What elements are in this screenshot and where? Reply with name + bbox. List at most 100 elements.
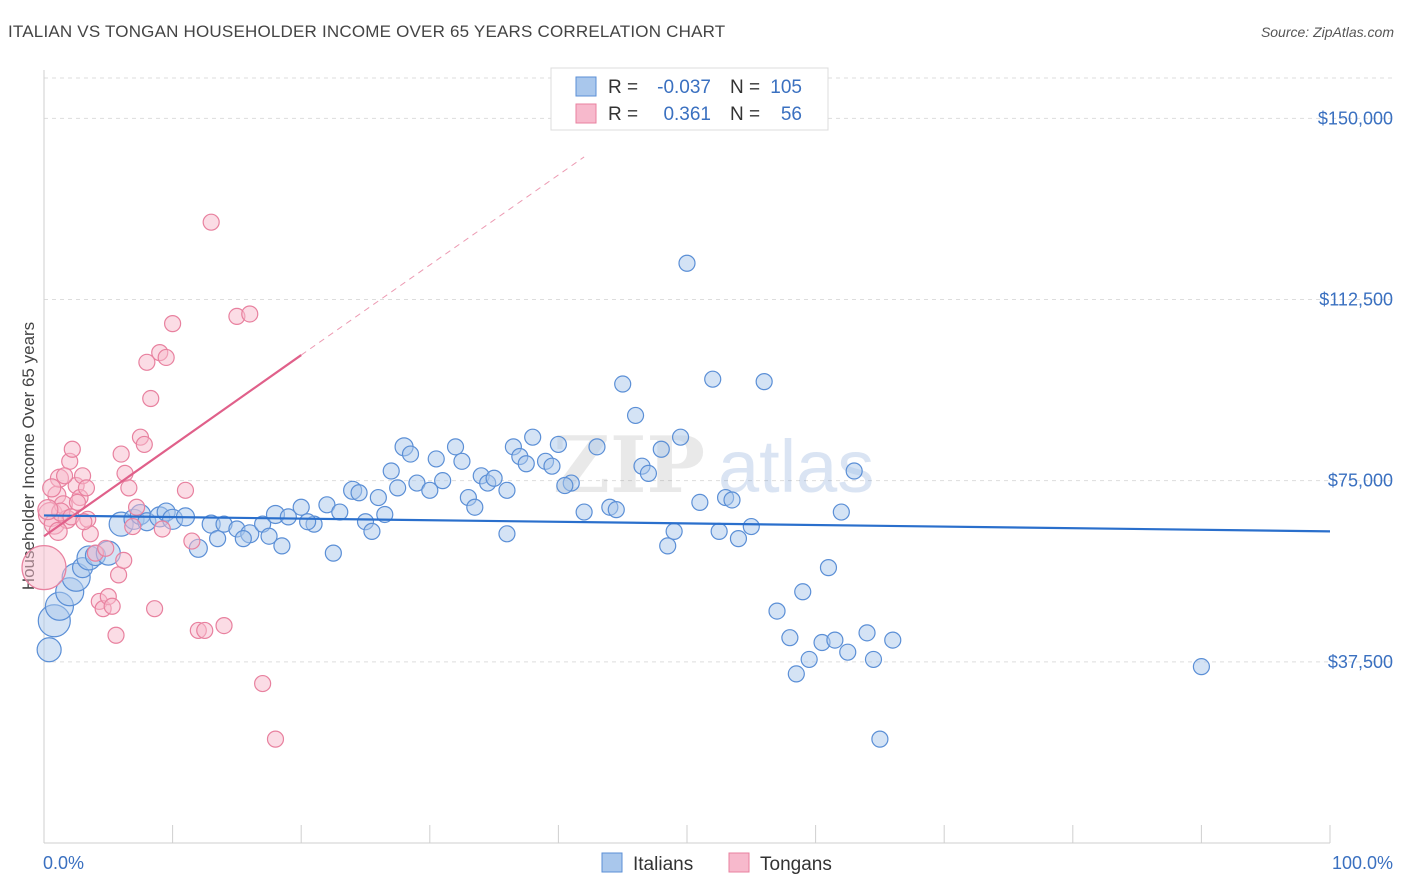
italians-point (659, 537, 677, 555)
italians-point (318, 496, 336, 514)
italians-point (408, 474, 426, 492)
tongans-points (21, 213, 285, 748)
italians-point (299, 513, 317, 531)
italians-point (794, 583, 812, 601)
tongans-point (63, 440, 81, 458)
italians-point (260, 527, 278, 545)
italians-point (614, 375, 632, 393)
italians-point (671, 428, 690, 446)
italians-point (466, 498, 484, 516)
italians-point (556, 476, 574, 495)
italians-point (639, 464, 658, 483)
italians-point (350, 484, 368, 502)
italians-point (363, 522, 381, 540)
y-axis-title: Householder Income Over 65 years (19, 322, 38, 590)
series-legend: Italians Tongans (601, 852, 832, 875)
italians-point (273, 537, 291, 555)
italians-point (768, 602, 786, 620)
italians-point (382, 462, 400, 480)
legend-n-value-italians: 105 (770, 77, 802, 98)
tongans-point (142, 389, 160, 408)
italians-point (401, 445, 420, 463)
bottom-legend-swatch-tongans (728, 852, 750, 873)
italians-point (826, 631, 844, 649)
stats-legend-box (550, 67, 829, 131)
legend-n-value-tongans: 56 (781, 104, 802, 125)
italians-point (575, 503, 593, 521)
italians-point (517, 455, 535, 473)
tongans-point (202, 213, 220, 231)
bottom-legend-label-tongans: Tongans (760, 854, 832, 875)
italians-point (421, 481, 439, 499)
tongans-point (183, 532, 201, 550)
x-ticks (43, 825, 1331, 843)
italians-point (234, 530, 252, 548)
italians-point (209, 530, 227, 548)
tongans-trend-extension (300, 156, 585, 356)
italians-point (331, 503, 349, 521)
italians-point (543, 457, 561, 475)
y-tick-label: $150,000 (1318, 108, 1393, 128)
italians-point (678, 254, 696, 272)
legend-swatch-tongans (575, 103, 597, 124)
italians-point (626, 406, 645, 425)
italians-point (36, 637, 62, 663)
tongans-point (68, 493, 87, 511)
tongans-point (112, 445, 130, 463)
legend-r-value-italians: -0.037 (657, 77, 711, 98)
italians-point (549, 435, 568, 454)
italians-point (1192, 658, 1211, 676)
tongans-point (75, 513, 93, 531)
tongans-point (241, 305, 259, 323)
italians-point (723, 491, 741, 509)
legend-n-label-italians: N = (730, 77, 760, 98)
italians-point (691, 493, 709, 511)
tongans-point (135, 435, 153, 454)
italians-point (324, 544, 342, 562)
tongans-point (103, 597, 121, 615)
italians-point (832, 503, 850, 521)
italians-point (742, 517, 760, 536)
italians-point (781, 629, 799, 647)
tongans-point (138, 353, 156, 371)
italians-point (755, 373, 773, 391)
legend-swatch-italians (575, 76, 597, 97)
italians-point (607, 501, 625, 519)
gridlines (44, 77, 1393, 663)
x-tick-label-min: 0.0% (43, 853, 84, 873)
italians-trend-line (43, 514, 1331, 533)
bottom-legend-label-italians: Italians (633, 854, 693, 875)
tongans-point (124, 517, 142, 536)
source-credit: Source: ZipAtlas.com (1260, 24, 1394, 40)
italians-point (787, 665, 805, 683)
tongans-point (120, 479, 138, 497)
italians-point (871, 730, 889, 748)
italians-point (858, 624, 876, 642)
italians-point (279, 508, 297, 526)
tongans-point (109, 566, 128, 584)
watermark: ZIP atlas (553, 420, 874, 511)
italians-point (588, 438, 606, 456)
tongans-point (145, 600, 164, 618)
tongans-point (97, 539, 115, 557)
legend-r-label-tongans: R = (608, 104, 638, 125)
tongans-point (55, 467, 74, 485)
tongans-point (77, 479, 96, 497)
italians-point (884, 631, 902, 649)
italians-point (524, 428, 542, 446)
tongans-point (266, 730, 285, 748)
italians-point (710, 522, 728, 540)
italians-point (845, 462, 863, 480)
trend-lines (43, 156, 1331, 538)
tongans-point (215, 616, 233, 635)
tongans-point (153, 520, 171, 538)
tongans-point (127, 498, 146, 516)
tongans-point (107, 626, 125, 644)
legend-r-label-italians: R = (608, 77, 638, 98)
italians-point (434, 472, 452, 490)
italians-point (292, 498, 310, 516)
italians-point (839, 643, 857, 661)
bottom-legend-swatch-italians (601, 852, 623, 873)
tongans-point (254, 674, 272, 693)
